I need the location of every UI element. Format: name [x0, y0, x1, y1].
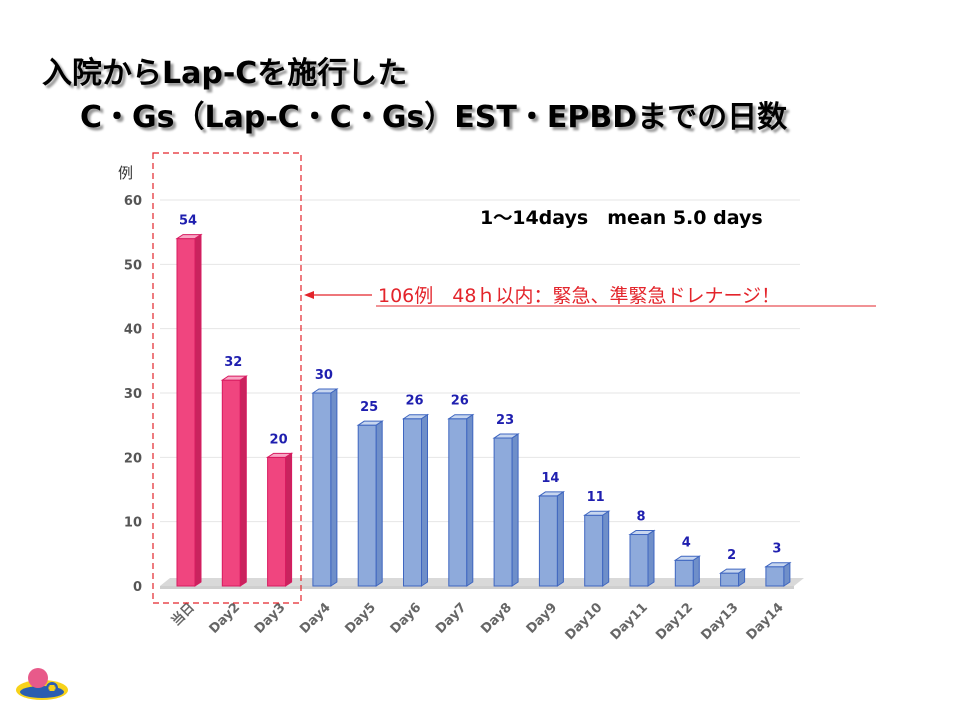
x-tick-label: 当日	[168, 600, 198, 630]
x-tick-label: Day13	[698, 600, 741, 643]
x-tick-label: Day2	[207, 600, 244, 637]
y-tick-label: 10	[124, 516, 142, 531]
x-tick-label: Day4	[297, 600, 334, 637]
stats-text: 1〜14days mean 5.0 days	[480, 207, 763, 229]
bar	[401, 413, 430, 587]
floor-top	[160, 578, 804, 586]
bar	[673, 555, 701, 587]
annotation-arrowhead	[304, 291, 314, 299]
x-tick-label: Day7	[433, 600, 470, 637]
y-axis: 0 10 20 30 40 50 60	[124, 194, 142, 595]
x-axis-tick-labels: 当日 Day2 Day3 Day4 Day5 Day6 Day7 Day8 Day9 Day10 D…	[168, 600, 787, 644]
data-label: 25	[360, 400, 378, 415]
data-label: 2	[727, 548, 736, 563]
y-tick-label: 50	[124, 258, 142, 273]
bar	[447, 413, 475, 587]
bar	[628, 529, 656, 587]
data-label: 32	[224, 355, 242, 370]
x-tick-label: Day11	[608, 600, 651, 643]
data-label: 11	[587, 490, 605, 505]
x-tick-label: Day3	[252, 600, 289, 637]
x-tick-label: Day6	[388, 600, 425, 637]
data-label: 23	[496, 413, 514, 428]
data-label: 54	[179, 214, 197, 229]
y-tick-label: 30	[124, 387, 142, 402]
data-label: 26	[451, 394, 469, 409]
data-label: 4	[682, 535, 691, 550]
y-tick-label: 0	[133, 580, 142, 595]
floor-edge	[160, 586, 794, 589]
y-axis-label: 例	[118, 164, 133, 182]
bar	[311, 388, 339, 587]
x-tick-label: Day5	[342, 600, 379, 637]
bar	[175, 233, 203, 587]
x-tick-label: Day8	[478, 600, 515, 637]
y-tick-label: 40	[124, 323, 142, 338]
grid-lines	[160, 199, 800, 523]
x-tick-label: Day10	[563, 600, 606, 643]
highlight-box	[152, 152, 302, 604]
data-label: 14	[541, 471, 559, 486]
data-label: 3	[772, 542, 781, 557]
x-tick-label: Day12	[653, 600, 696, 643]
title-line-2: C・Gs（Lap-C・C・Gs）EST・EPBDまでの日数	[80, 100, 788, 135]
bar	[718, 568, 747, 587]
x-tick-label: Day9	[524, 600, 561, 637]
bar	[492, 433, 520, 587]
data-label: 8	[636, 510, 645, 525]
y-tick-label: 20	[124, 451, 142, 466]
title-line-1: 入院からLap-Cを施行した	[42, 56, 408, 91]
bar	[265, 452, 294, 587]
annotation-text: 106例 48ｈ以内：緊急、準緊急ドレナージ！	[378, 285, 780, 307]
bar	[220, 375, 248, 587]
hospital-logo	[16, 668, 68, 700]
bar	[583, 510, 611, 587]
bar	[537, 490, 566, 587]
x-tick-label: Day14	[744, 600, 787, 643]
bar	[764, 561, 792, 587]
bars	[175, 233, 792, 587]
bar	[356, 420, 384, 587]
y-tick-label: 60	[124, 194, 142, 209]
data-label: 26	[405, 394, 423, 409]
chart-floor	[160, 578, 804, 589]
data-label: 30	[315, 368, 333, 383]
data-label: 20	[270, 432, 288, 447]
